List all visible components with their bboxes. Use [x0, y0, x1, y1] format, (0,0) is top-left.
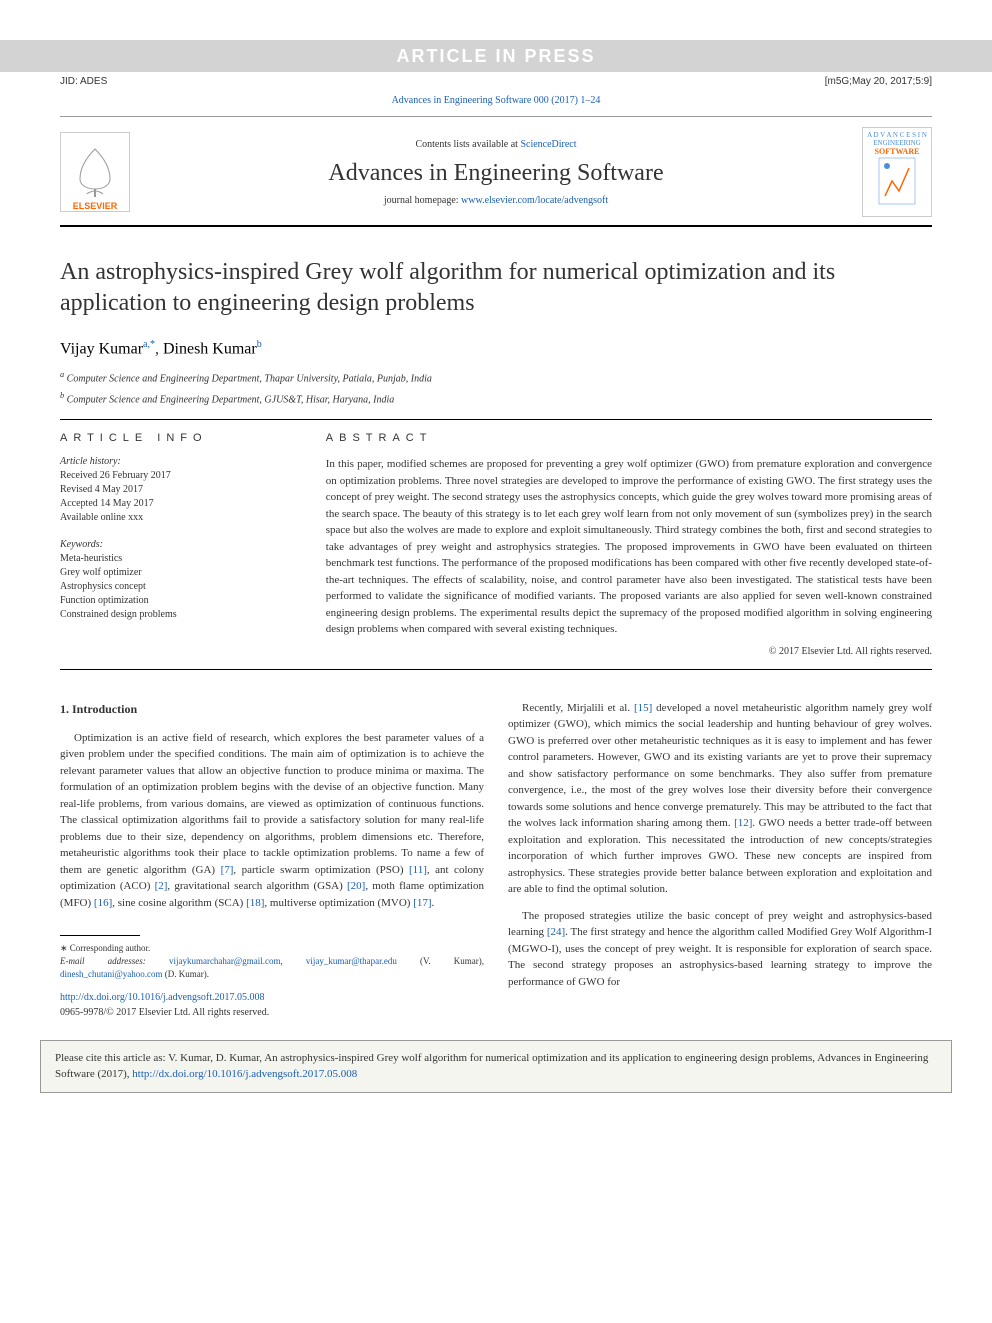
sciencedirect-link[interactable]: ScienceDirect	[520, 139, 576, 150]
journal-cover: A D V A N C E S I N ENGINEERING SOFTWARE	[862, 127, 932, 217]
email-link[interactable]: vijaykumarchahar@gmail.com	[169, 956, 281, 966]
body-text: , gravitational search algorithm (GSA)	[167, 880, 347, 892]
affiliation-b: b Computer Science and Engineering Depar…	[60, 390, 932, 407]
article-info-label: ARTICLE INFO	[60, 432, 296, 444]
ref-link[interactable]: [15]	[634, 702, 652, 714]
ref-link[interactable]: [18]	[246, 897, 264, 909]
author-1[interactable]: Vijay Kumar	[60, 341, 143, 358]
cite-this-article-box: Please cite this article as: V. Kumar, D…	[40, 1040, 952, 1093]
keyword: Function optimization	[60, 594, 296, 608]
section-heading: 1. Introduction	[60, 700, 484, 718]
divider	[60, 419, 932, 420]
author-2[interactable]: Dinesh Kumar	[163, 341, 257, 358]
homepage-line: journal homepage: www.elsevier.com/locat…	[130, 195, 862, 206]
ref-link[interactable]: [12]	[734, 817, 752, 829]
cover-line3: SOFTWARE	[875, 147, 920, 156]
divider	[60, 116, 932, 117]
issn-text: 0965-9978/© 2017 Elsevier Ltd. All right…	[60, 1007, 269, 1018]
keyword: Grey wolf optimizer	[60, 566, 296, 580]
cover-line2: ENGINEERING	[873, 140, 920, 148]
elsevier-tree-icon	[65, 144, 125, 199]
email-owner: (D. Kumar).	[163, 969, 210, 979]
history-label: Article history:	[60, 456, 296, 467]
ref-link[interactable]: [7]	[221, 864, 234, 876]
doi-link[interactable]: http://dx.doi.org/10.1016/j.advengsoft.2…	[60, 992, 265, 1003]
body-paragraph: Optimization is an active field of resea…	[60, 730, 484, 912]
elsevier-text: ELSEVIER	[73, 201, 118, 211]
affiliation-a: a Computer Science and Engineering Depar…	[60, 369, 932, 386]
contents-prefix: Contents lists available at	[415, 139, 520, 150]
body-text: , particle swarm optimization (PSO)	[233, 864, 409, 876]
meta-row: JID: ADES [m5G;May 20, 2017;5:9]	[60, 76, 932, 87]
body-text: developed a novel metaheuristic algorith…	[508, 702, 932, 830]
article-title: An astrophysics-inspired Grey wolf algor…	[60, 257, 932, 319]
email-label: E-mail addresses:	[60, 956, 169, 966]
ref-link[interactable]: [2]	[155, 880, 168, 892]
keyword: Constrained design problems	[60, 608, 296, 622]
history-online: Available online xxx	[60, 511, 296, 525]
divider	[60, 669, 932, 670]
authors: Vijay Kumara,*, Dinesh Kumarb	[60, 339, 932, 358]
ref-link[interactable]: [20]	[347, 880, 365, 892]
ref-link[interactable]: [11]	[409, 864, 427, 876]
email-link[interactable]: vijay_kumar@thapar.edu	[306, 956, 397, 966]
body-paragraph: Recently, Mirjalili et al. [15] develope…	[508, 700, 932, 898]
article-info: ARTICLE INFO Article history: Received 2…	[60, 432, 296, 657]
copyright: © 2017 Elsevier Ltd. All rights reserved…	[326, 646, 932, 657]
body-section: 1. Introduction Optimization is an activ…	[60, 700, 932, 1020]
article-in-press-band: ARTICLE IN PRESS	[0, 40, 992, 72]
body-text: . The first strategy and hence the algor…	[508, 926, 932, 988]
star-icon: ∗	[60, 943, 68, 953]
ref-link[interactable]: [16]	[94, 897, 112, 909]
body-text: , multiverse optimization (MVO)	[264, 897, 413, 909]
citation-line: Advances in Engineering Software 000 (20…	[60, 95, 932, 106]
ref-link[interactable]: [24]	[547, 926, 565, 938]
contents-line: Contents lists available at ScienceDirec…	[130, 139, 862, 150]
keyword: Meta-heuristics	[60, 552, 296, 566]
body-text: Recently, Mirjalili et al.	[522, 702, 634, 714]
abstract-block: ABSTRACT In this paper, modified schemes…	[326, 432, 932, 657]
corresponding-text: Corresponding author.	[70, 943, 151, 953]
info-abstract-row: ARTICLE INFO Article history: Received 2…	[60, 432, 932, 657]
body-text: .	[432, 897, 435, 909]
corresponding-author: ∗ Corresponding author.	[60, 942, 484, 955]
history-revised: Revised 4 May 2017	[60, 483, 296, 497]
history-received: Received 26 February 2017	[60, 469, 296, 483]
cover-graphic-icon	[877, 156, 917, 206]
abstract-text: In this paper, modified schemes are prop…	[326, 456, 932, 638]
aff-a-text: Computer Science and Engineering Departm…	[67, 373, 432, 384]
journal-header: ELSEVIER Contents lists available at Sci…	[60, 127, 932, 227]
email-owner: (V. Kumar),	[397, 956, 484, 966]
ref-link[interactable]: [17]	[413, 897, 431, 909]
aff-a-sup: a	[60, 370, 64, 379]
email-footnote: E-mail addresses: vijaykumarchahar@gmail…	[60, 955, 484, 980]
body-text: Optimization is an active field of resea…	[60, 732, 484, 876]
body-columns: 1. Introduction Optimization is an activ…	[60, 700, 932, 1020]
citebox-doi-link[interactable]: http://dx.doi.org/10.1016/j.advengsoft.2…	[132, 1068, 357, 1080]
aff-b-text: Computer Science and Engineering Departm…	[67, 394, 395, 405]
jid-label: JID: ADES	[60, 76, 107, 87]
body-paragraph: The proposed strategies utilize the basi…	[508, 908, 932, 991]
journal-center: Contents lists available at ScienceDirec…	[130, 139, 862, 206]
aff-b-sup: b	[60, 391, 64, 400]
sep: ,	[280, 956, 305, 966]
keywords-label: Keywords:	[60, 539, 296, 550]
homepage-link[interactable]: www.elsevier.com/locate/advengsoft	[461, 195, 608, 206]
abstract-label: ABSTRACT	[326, 432, 932, 444]
body-text: , sine cosine algorithm (SCA)	[112, 897, 246, 909]
elsevier-logo: ELSEVIER	[60, 132, 130, 212]
history-accepted: Accepted 14 May 2017	[60, 497, 296, 511]
journal-title: Advances in Engineering Software	[130, 160, 862, 187]
homepage-prefix: journal homepage:	[384, 195, 461, 206]
citation-link[interactable]: Advances in Engineering Software 000 (20…	[392, 95, 601, 106]
author-2-sup: b	[257, 339, 262, 350]
footnote-separator	[60, 935, 140, 936]
date-stamp: [m5G;May 20, 2017;5:9]	[825, 76, 932, 87]
email-link[interactable]: dinesh_chutani@yahoo.com	[60, 969, 163, 979]
doi-block: http://dx.doi.org/10.1016/j.advengsoft.2…	[60, 990, 484, 1020]
band-text: ARTICLE IN PRESS	[396, 46, 595, 67]
keyword: Astrophysics concept	[60, 580, 296, 594]
author-1-sup: a,*	[143, 339, 155, 350]
